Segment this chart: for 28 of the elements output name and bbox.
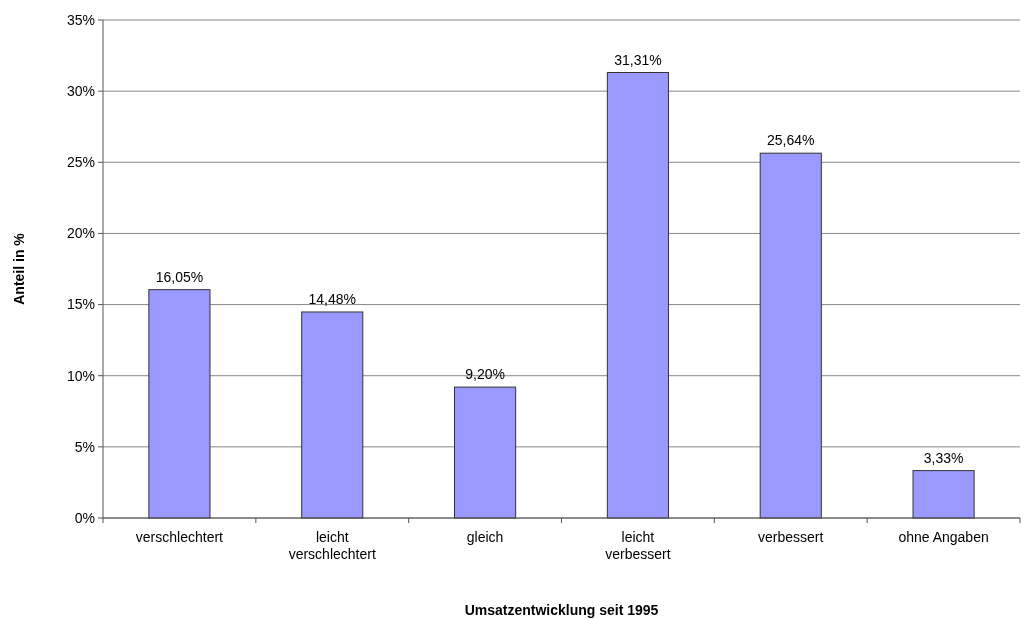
data-label: 31,31% bbox=[614, 51, 662, 68]
y-tick-label: 5% bbox=[74, 438, 95, 455]
x-tick-label: leicht verbessert bbox=[605, 529, 671, 562]
x-tick-label: gleich bbox=[466, 529, 504, 545]
x-tick-label: verschlechtert bbox=[135, 529, 224, 545]
bar bbox=[301, 311, 364, 519]
y-tick-label: 25% bbox=[66, 154, 95, 171]
y-tick-label: 15% bbox=[66, 296, 95, 313]
y-axis-title: Anteil in % bbox=[11, 232, 27, 305]
y-tick-label: 10% bbox=[66, 367, 95, 384]
y-tick-label: 0% bbox=[74, 509, 95, 526]
bar bbox=[606, 72, 669, 519]
bar bbox=[148, 289, 211, 519]
data-label: 16,05% bbox=[155, 268, 204, 285]
x-tick-label: leicht verschlechtert bbox=[288, 529, 376, 562]
data-label: 14,48% bbox=[308, 290, 356, 307]
data-label: 9,20% bbox=[465, 366, 505, 383]
data-label: 25,64% bbox=[767, 132, 815, 149]
x-axis-title: Umsatzentwicklung seit 1995 bbox=[464, 602, 659, 618]
data-label: 3,33% bbox=[923, 449, 964, 466]
x-tick-label: ohne Angaben bbox=[898, 529, 989, 545]
y-tick-label: 20% bbox=[66, 225, 95, 242]
bar bbox=[912, 470, 975, 519]
x-tick-label: verbessert bbox=[758, 529, 824, 545]
bar bbox=[759, 152, 822, 519]
y-tick-label: 30% bbox=[66, 83, 95, 100]
y-tick-label: 35% bbox=[66, 11, 95, 28]
bar bbox=[454, 386, 517, 519]
